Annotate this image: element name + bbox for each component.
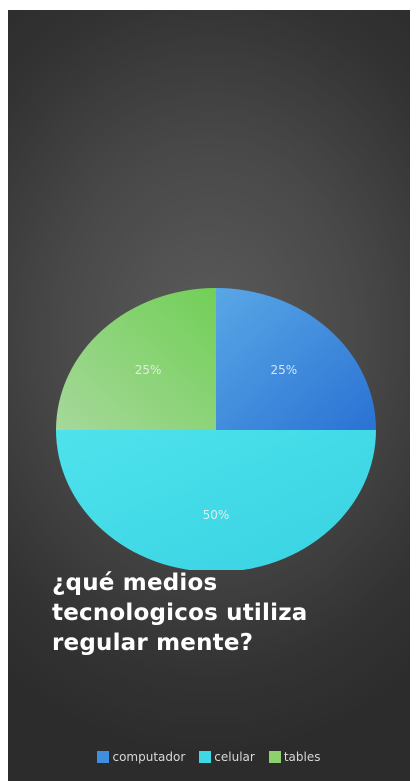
- pie-slice-tables: [56, 288, 216, 430]
- legend-label-celular: celular: [214, 750, 255, 764]
- pie-slice-computador: [216, 288, 376, 430]
- legend-item-celular: celular: [199, 750, 255, 764]
- legend-swatch-computador: [97, 751, 110, 763]
- legend-item-tables: tables: [268, 750, 321, 764]
- slide-background: 25% 50% 25% ¿qué medios tecnologicos utili…: [8, 10, 410, 781]
- pie-slice-celular: [56, 430, 376, 570]
- data-label-celular: 50%: [203, 508, 230, 522]
- legend-label-computador: computador: [112, 750, 186, 764]
- chart-title: ¿qué medios tecnologicos utiliza regular…: [52, 570, 308, 656]
- chart-legend: computador celular tables: [8, 750, 410, 764]
- legend-swatch-tables: [268, 751, 281, 763]
- legend-item-computador: computador: [97, 750, 185, 764]
- pie-chart: 25% 50% 25%: [56, 288, 376, 570]
- legend-swatch-celular: [199, 751, 212, 763]
- data-label-tables: 25%: [135, 363, 162, 377]
- legend-label-tables: tables: [283, 750, 321, 764]
- data-label-computador: 25%: [271, 363, 298, 377]
